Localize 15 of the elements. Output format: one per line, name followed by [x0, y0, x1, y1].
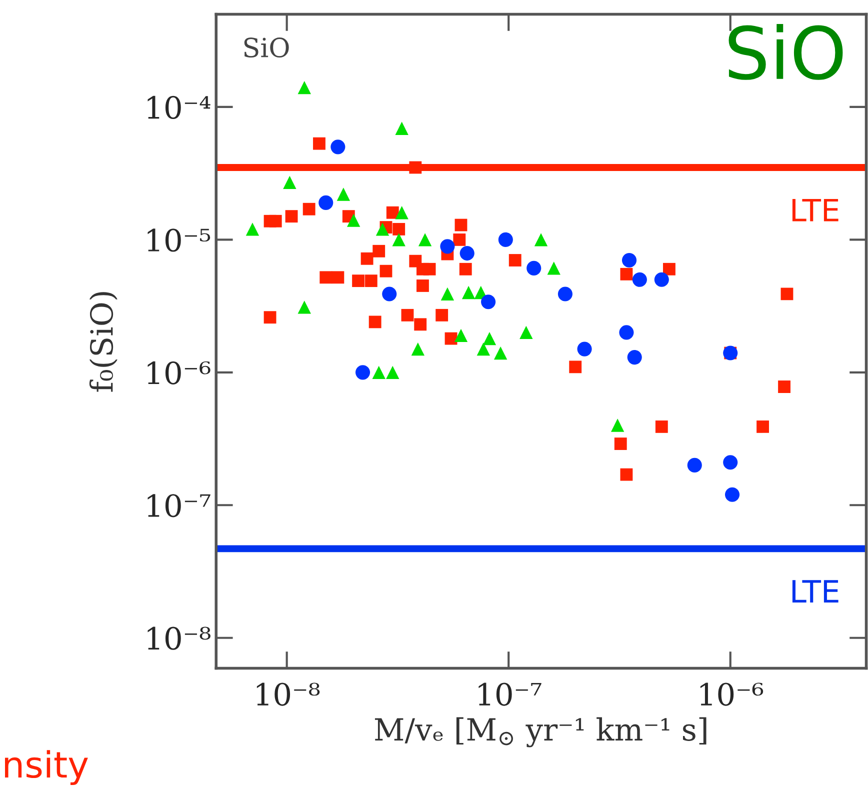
x-tick-label: 10⁻⁷: [478, 682, 542, 706]
annotation: SiO: [728, 24, 843, 80]
y-axis-title: f₀(SiO): [89, 292, 118, 392]
ref-line-label: LTE: [792, 580, 838, 602]
ref-line-label: LTE: [792, 198, 838, 222]
annotation: SiO: [244, 38, 289, 58]
y-tick-label: 10⁻⁶: [148, 361, 210, 384]
y-tick-label: 10⁻⁴: [148, 96, 210, 120]
y-tick-label: 10⁻⁸: [148, 626, 210, 650]
y-tick-label: 10⁻⁵: [148, 228, 210, 252]
text: nsity: [5, 750, 88, 786]
x-axis-title: M/vₑ [M$_{⊙}$ yr⁻¹ km⁻¹ s]: [374, 717, 706, 748]
y-tick-label: 10⁻⁷: [148, 494, 210, 518]
x-tick-label: 10⁻⁸: [256, 682, 320, 706]
x-tick-label: 10⁻⁶: [700, 682, 764, 706]
